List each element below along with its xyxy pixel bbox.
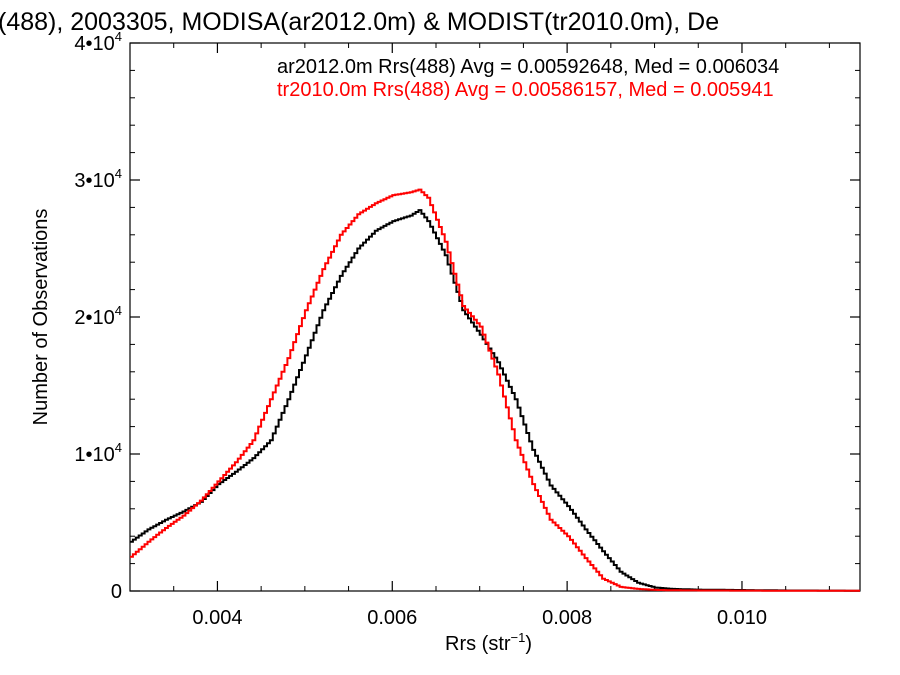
- x-axis-label-close: ): [525, 633, 532, 655]
- x-tick-label: 0.008: [542, 607, 592, 629]
- x-tick-label: 0.004: [192, 607, 242, 629]
- series-line-1: [130, 188, 860, 592]
- y-tick-label: 3•104: [74, 166, 122, 192]
- y-tick-label: 2•104: [74, 303, 122, 329]
- legend-entry-0: ar2012.0m Rrs(488) Avg = 0.00592648, Med…: [277, 56, 779, 78]
- x-axis: 0.004 0.006 0.008 0.010: [129, 43, 830, 629]
- y-tick-label-main: 2•10: [74, 307, 114, 329]
- series-line-0: [130, 209, 860, 592]
- chart-title: (488), 2003305, MODISA(ar2012.0m) & MODI…: [0, 8, 719, 36]
- y-tick-label-main: 0: [111, 581, 122, 603]
- y-tick-label-main: 1•10: [74, 444, 114, 466]
- y-tick-label: 0: [111, 581, 122, 603]
- y-tick-label-exponent: 4: [115, 166, 122, 181]
- x-axis-label-sup: −1: [511, 630, 526, 645]
- y-tick-label-main: 3•10: [74, 170, 114, 192]
- plot-frame: [129, 42, 861, 592]
- y-tick-label-exponent: 4: [115, 29, 122, 44]
- y-tick-label: 1•104: [74, 440, 122, 466]
- y-tick-label: 4•104: [74, 29, 122, 55]
- x-axis-label: Rrs (str−1): [445, 630, 532, 655]
- legend-entry-1: tr2010.0m Rrs(488) Avg = 0.00586157, Med…: [277, 79, 774, 101]
- x-tick-label: 0.006: [367, 607, 417, 629]
- series-layer: [130, 188, 860, 592]
- y-axis-label: Number of Observations: [30, 209, 52, 426]
- y-tick-label-exponent: 4: [115, 440, 122, 455]
- y-tick-label-exponent: 4: [115, 303, 122, 318]
- x-axis-label-main: Rrs (str: [445, 633, 511, 655]
- y-tick-label-main: 4•10: [74, 33, 114, 55]
- x-tick-label: 0.010: [717, 607, 767, 629]
